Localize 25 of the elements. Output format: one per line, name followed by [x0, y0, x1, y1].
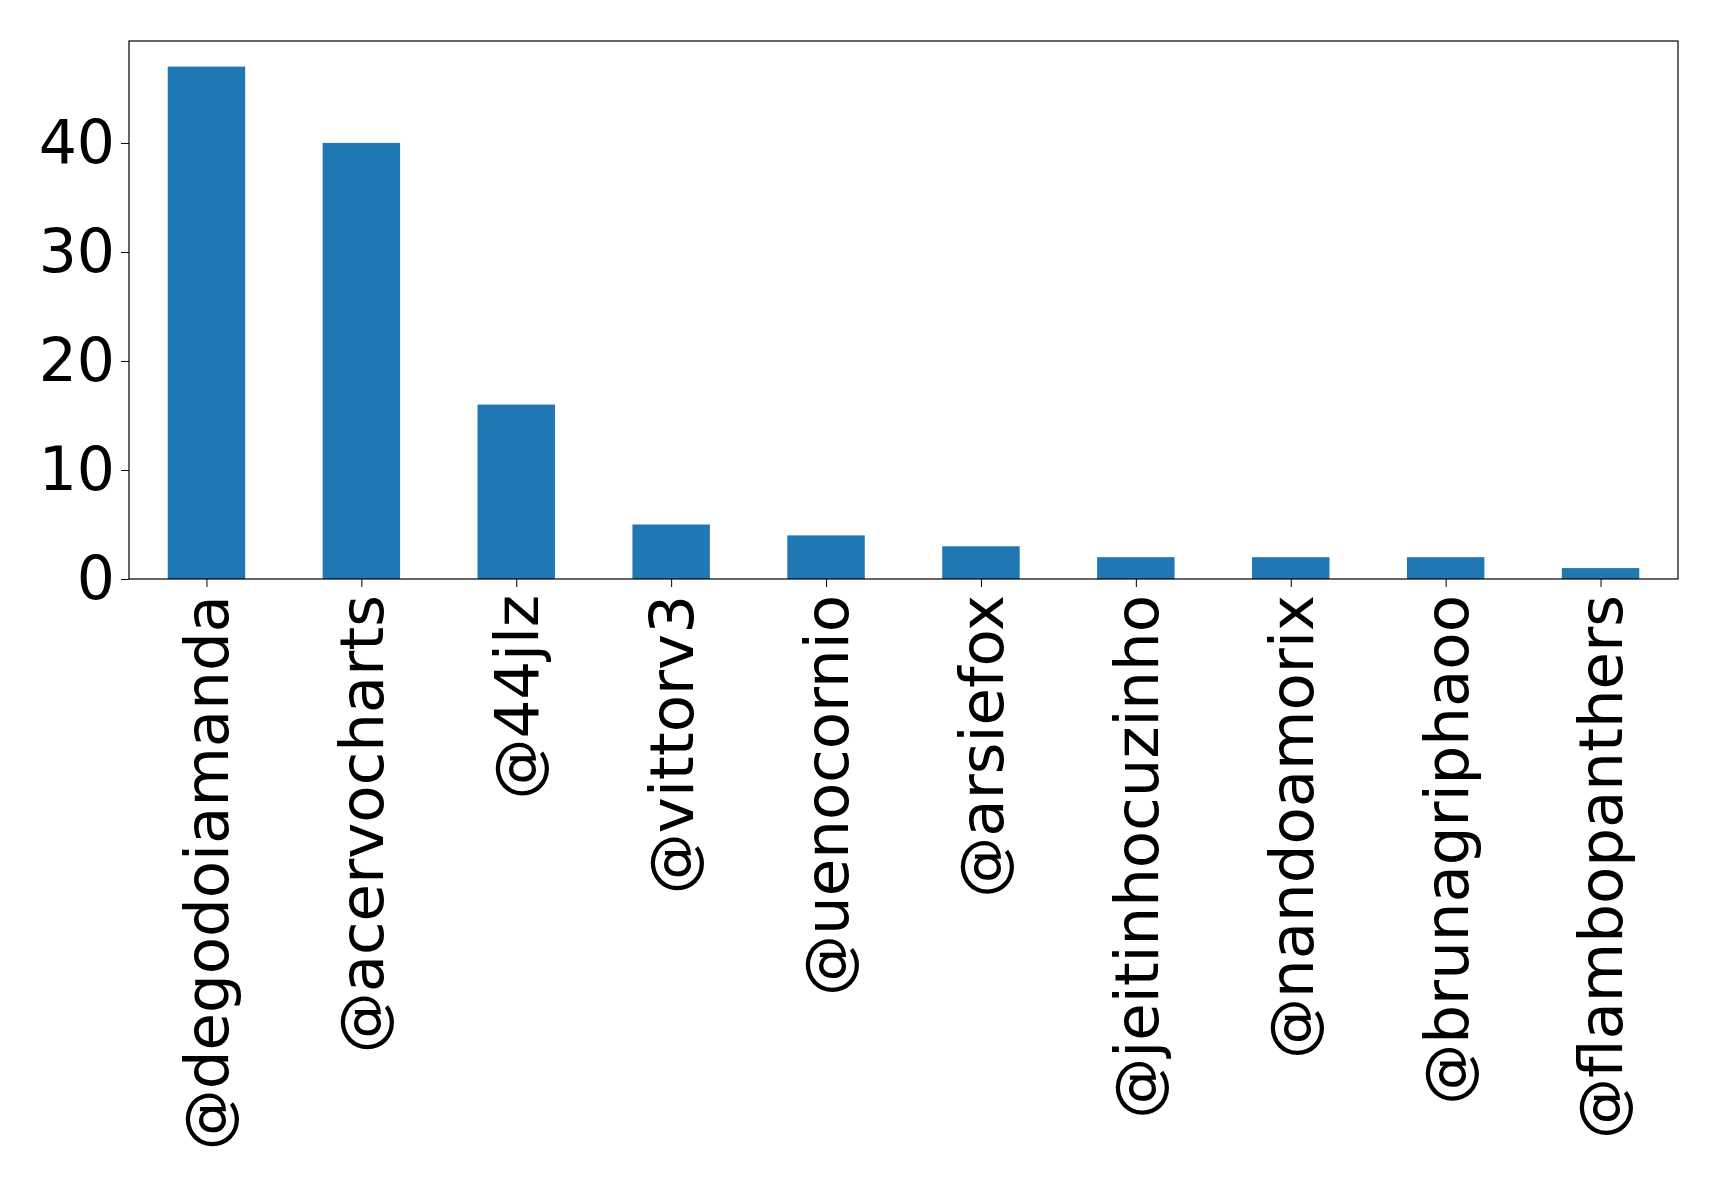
- bar: [632, 524, 710, 579]
- y-tick-label: 30: [38, 215, 115, 286]
- y-tick-label: 20: [38, 324, 115, 395]
- bar: [1406, 557, 1485, 579]
- x-tick-label: @degodoiamanda: [171, 595, 243, 1151]
- bar: [787, 535, 865, 579]
- x-tick-label: @arsiefox: [945, 595, 1017, 898]
- bar: [1561, 568, 1640, 579]
- x-tick-label: @vittorv3: [636, 595, 707, 895]
- bar: [942, 546, 1020, 579]
- x-tick-label: @uenocornio: [790, 595, 862, 996]
- x-tick-label: @acervocharts: [326, 595, 398, 1054]
- x-tick-label: @flambopanthers: [1565, 595, 1637, 1139]
- bar: [477, 404, 555, 579]
- y-tick-label: 0: [76, 542, 115, 613]
- y-tick-label: 10: [38, 433, 115, 504]
- bar: [322, 142, 401, 579]
- x-tick-label: @44jlz: [481, 595, 553, 800]
- x-tick-label: @brunagriphaoo: [1410, 595, 1482, 1105]
- y-tick-label: 40: [38, 106, 115, 177]
- bar: [1097, 557, 1175, 579]
- bar: [1252, 557, 1330, 579]
- x-tick-label: @nandoamorix: [1255, 595, 1327, 1059]
- bar: [167, 66, 246, 579]
- x-tick-label: @jeitinhocuzinho: [1100, 595, 1172, 1119]
